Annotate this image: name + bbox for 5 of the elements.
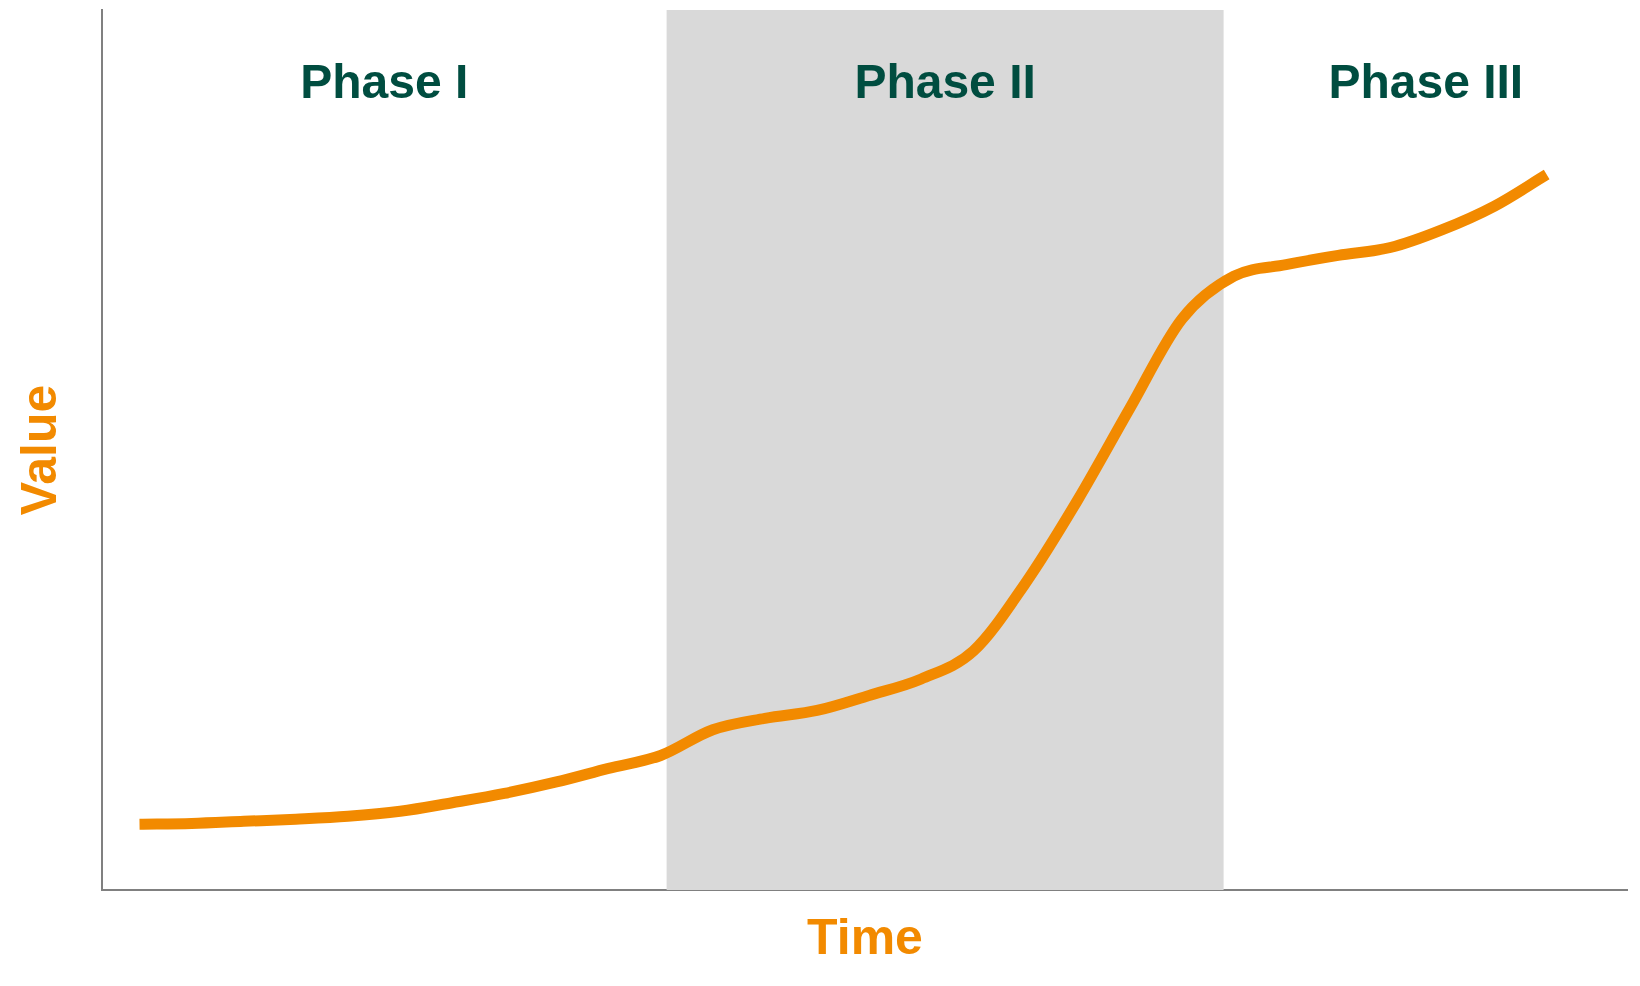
text: Phase I <box>300 55 469 109</box>
text: Phase II <box>854 55 1036 109</box>
y-axis-title: Value <box>10 384 67 516</box>
x-axis-title: Time <box>807 908 923 965</box>
text: Phase III <box>1328 55 1524 109</box>
